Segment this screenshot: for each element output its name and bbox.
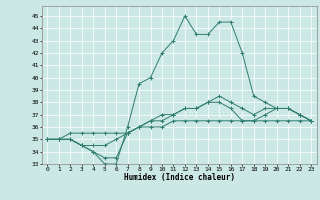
X-axis label: Humidex (Indice chaleur): Humidex (Indice chaleur) xyxy=(124,173,235,182)
